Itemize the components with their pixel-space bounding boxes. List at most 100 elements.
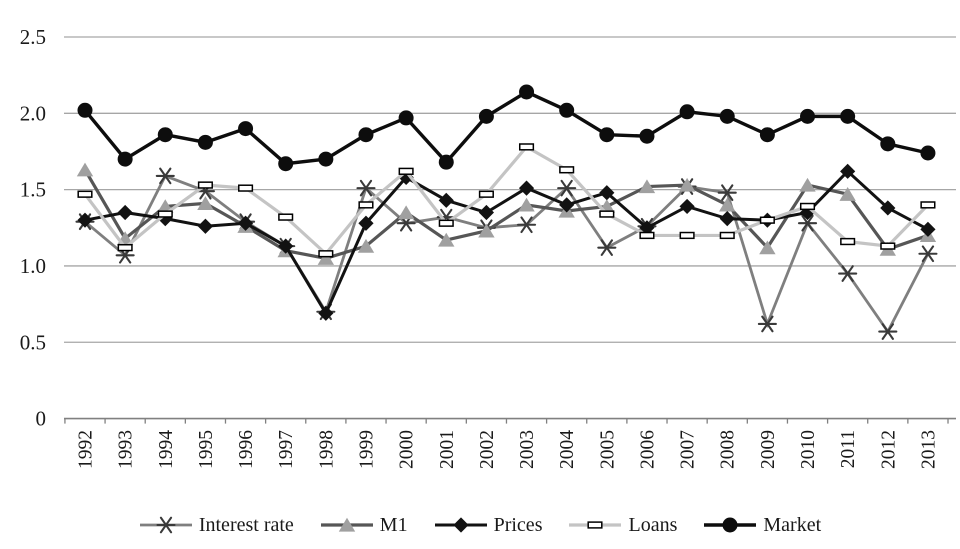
data-point-marker (238, 184, 254, 192)
data-point-marker (357, 238, 375, 253)
x-axis-label: 1998 (316, 430, 337, 469)
y-axis-label: 2.0 (20, 101, 46, 125)
data-point-marker (77, 190, 93, 198)
data-point-marker (759, 240, 776, 255)
data-point-marker (518, 197, 535, 212)
x-axis-label: 2006 (637, 430, 658, 469)
data-point-marker (719, 197, 736, 212)
data-point-marker (117, 204, 133, 221)
data-point-marker (719, 231, 735, 240)
x-axis-label: 1993 (116, 430, 137, 469)
data-point-marker (157, 210, 173, 218)
data-point-marker (197, 196, 214, 210)
data-point-marker (155, 167, 175, 185)
data-point-marker (587, 521, 604, 529)
data-point-marker (559, 197, 575, 213)
y-axis-label: 2.5 (20, 25, 46, 49)
data-point-marker (920, 145, 936, 161)
data-point-marker (799, 177, 816, 192)
data-point-marker (638, 179, 656, 194)
data-point-marker (77, 212, 93, 228)
legend-item-prices: Prices (434, 513, 543, 537)
series-line (83, 144, 930, 257)
data-point-marker (878, 323, 898, 340)
x-axis-label: 2009 (758, 430, 779, 469)
data-point-marker (478, 204, 494, 221)
x-axis-label: 1994 (156, 430, 177, 469)
data-point-marker (839, 187, 856, 201)
data-point-marker (799, 202, 816, 211)
data-point-marker (117, 151, 133, 167)
legend-label: Prices (493, 513, 543, 536)
data-point-marker (519, 84, 535, 100)
data-point-marker (278, 156, 294, 172)
x-axis-label: 1999 (356, 430, 377, 469)
data-point-marker (918, 245, 938, 263)
data-point-marker (759, 216, 775, 224)
data-point-marker (438, 232, 455, 247)
series-line (84, 169, 929, 317)
legend-item-m1: M1 (320, 514, 408, 537)
data-point-marker (722, 517, 738, 533)
x-axis-label: 2011 (838, 430, 859, 468)
data-point-marker (237, 215, 254, 231)
data-point-marker (880, 200, 896, 216)
data-point-marker (880, 242, 896, 250)
data-point-marker (318, 151, 334, 167)
data-point-marker (639, 220, 655, 236)
data-point-marker (438, 154, 454, 170)
x-axis-label: 2005 (597, 430, 618, 469)
data-point-marker (478, 108, 494, 124)
data-point-marker (679, 231, 695, 240)
data-point-marker (678, 177, 696, 192)
y-axis-label: 0.5 (20, 330, 46, 354)
data-point-marker (438, 192, 454, 208)
x-axis-label: 2000 (397, 430, 418, 469)
data-point-marker (599, 210, 615, 218)
data-point-marker (838, 265, 858, 282)
x-axis-label: 2001 (437, 430, 458, 469)
x-axis-label: 1995 (196, 430, 217, 469)
legend-label: Market (763, 513, 822, 536)
data-point-marker (719, 211, 735, 227)
data-point-marker (197, 134, 213, 150)
data-point-marker (318, 305, 334, 321)
x-axis-label: 1997 (276, 430, 297, 469)
series-line (84, 174, 930, 335)
data-point-marker (358, 127, 374, 143)
data-point-marker (559, 166, 575, 174)
data-point-marker (557, 179, 577, 197)
data-point-marker (719, 108, 735, 124)
data-point-marker (452, 517, 469, 533)
data-point-marker (156, 516, 176, 534)
data-point-marker (358, 201, 374, 209)
y-axis-label: 1.5 (20, 178, 46, 202)
data-point-marker (757, 315, 777, 333)
x-axis-label: 2004 (557, 430, 578, 469)
data-point-marker (478, 190, 494, 198)
series-line (83, 90, 929, 166)
series-interest-rate (75, 167, 938, 340)
legend-marker-diamond-icon (434, 517, 487, 533)
x-axis-label: 2003 (517, 430, 538, 469)
data-point-marker (197, 218, 214, 234)
data-point-marker (797, 214, 818, 232)
data-point-marker (398, 167, 414, 175)
data-point-marker (238, 121, 254, 137)
data-point-marker (800, 108, 816, 124)
data-point-marker (318, 250, 334, 258)
series-loans (77, 143, 936, 258)
plot-area: 2.5 2.0 1.5 1.0 0.5 0 1992 1993 1994 1995 1996 1997… (20, 25, 956, 469)
data-point-marker (278, 238, 294, 254)
data-point-marker (358, 215, 374, 231)
data-point-marker (398, 110, 414, 126)
data-point-marker (117, 243, 133, 252)
x-axis-label: 2010 (798, 430, 819, 469)
y-axis-label: 1.0 (20, 254, 46, 278)
data-point-marker (840, 237, 856, 246)
data-point-marker (77, 102, 93, 118)
data-point-marker (597, 239, 617, 256)
data-point-marker (518, 143, 535, 151)
data-point-marker (317, 251, 335, 265)
